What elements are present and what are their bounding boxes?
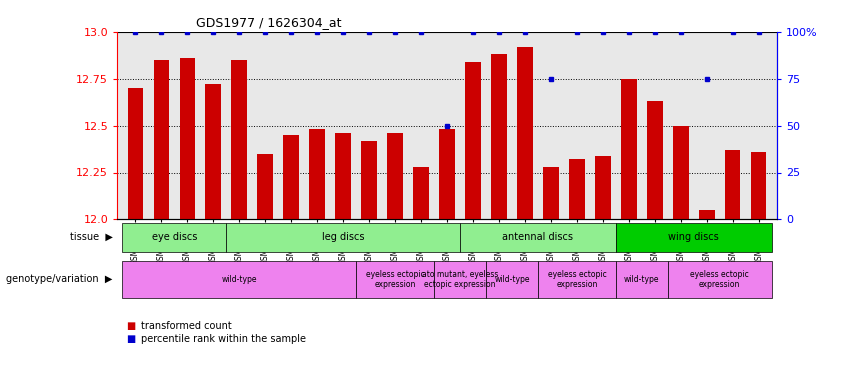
Bar	[154, 60, 169, 219]
Text: wing discs: wing discs	[668, 232, 719, 242]
Bar	[335, 133, 351, 219]
Bar	[180, 58, 195, 219]
Bar	[569, 159, 585, 219]
Bar	[615, 261, 667, 298]
Bar	[439, 129, 455, 219]
Text: ■: ■	[126, 334, 135, 344]
Bar	[122, 223, 227, 252]
Bar	[595, 156, 611, 219]
Text: eye discs: eye discs	[152, 232, 197, 242]
Bar	[434, 261, 486, 298]
Bar	[465, 62, 481, 219]
Text: wild-type: wild-type	[624, 275, 660, 284]
Bar	[361, 141, 377, 219]
Text: eyeless ectopic
expression: eyeless ectopic expression	[690, 270, 749, 289]
Text: transformed count: transformed count	[141, 321, 233, 331]
Bar	[486, 261, 538, 298]
Text: ato mutant, eyeless
ectopic expression: ato mutant, eyeless ectopic expression	[422, 270, 498, 289]
Bar	[667, 261, 772, 298]
Bar	[413, 167, 429, 219]
Text: antennal discs: antennal discs	[503, 232, 574, 242]
Bar	[283, 135, 299, 219]
Bar	[232, 60, 247, 219]
Bar	[387, 133, 403, 219]
Bar	[699, 210, 714, 219]
Bar	[122, 261, 356, 298]
Text: wild-type: wild-type	[494, 275, 529, 284]
Bar	[615, 223, 772, 252]
Bar	[543, 167, 559, 219]
Text: eyeless ectopic
expression: eyeless ectopic expression	[365, 270, 424, 289]
Bar	[673, 126, 688, 219]
Bar	[128, 88, 143, 219]
Bar	[621, 79, 636, 219]
Text: genotype/variation  ▶: genotype/variation ▶	[6, 274, 113, 284]
Bar	[647, 101, 662, 219]
Bar	[517, 47, 533, 219]
Text: wild-type: wild-type	[221, 275, 257, 284]
Text: eyeless ectopic
expression: eyeless ectopic expression	[548, 270, 606, 289]
Bar	[206, 84, 221, 219]
Bar	[725, 150, 740, 219]
Text: ■: ■	[126, 321, 135, 331]
Bar	[491, 54, 507, 219]
Text: leg discs: leg discs	[322, 232, 365, 242]
Text: tissue  ▶: tissue ▶	[70, 232, 113, 242]
Bar	[309, 129, 325, 219]
Bar	[460, 223, 615, 252]
Bar	[227, 223, 460, 252]
Bar	[538, 261, 615, 298]
Text: GDS1977 / 1626304_at: GDS1977 / 1626304_at	[196, 16, 342, 29]
Bar	[356, 261, 434, 298]
Bar	[751, 152, 766, 219]
Text: percentile rank within the sample: percentile rank within the sample	[141, 334, 306, 344]
Bar	[258, 154, 273, 219]
